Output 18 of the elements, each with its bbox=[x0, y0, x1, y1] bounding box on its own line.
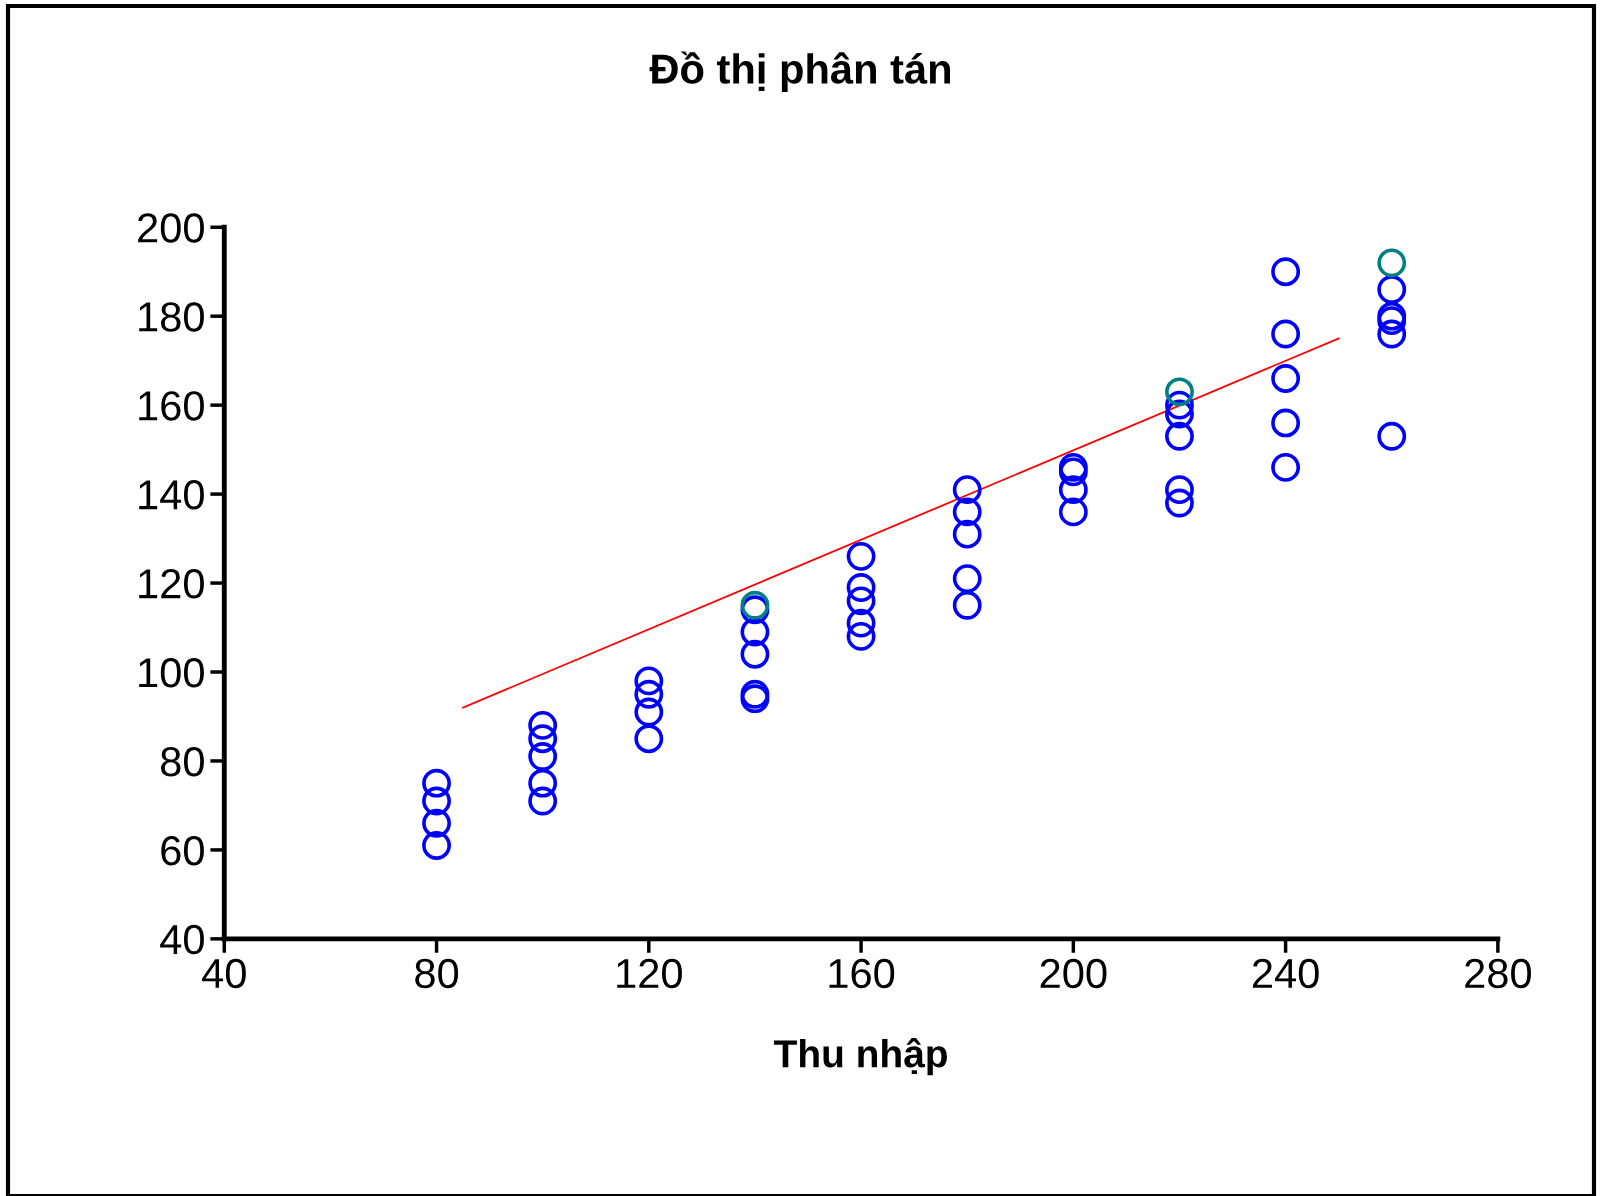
x-tick-label: 280 bbox=[1465, 958, 1531, 989]
x-tick-label: 120 bbox=[617, 958, 682, 989]
y-tick-label: 40 bbox=[160, 924, 204, 955]
x-tick-label: 40 bbox=[202, 958, 246, 989]
x-tick-label: 80 bbox=[415, 958, 459, 989]
y-tick-label: 80 bbox=[161, 746, 204, 777]
x-tick-label: 200 bbox=[1040, 958, 1107, 989]
x-tick-label: 240 bbox=[1252, 958, 1319, 989]
y-tick-label: 180 bbox=[139, 302, 204, 332]
x-tick-label: 160 bbox=[829, 958, 895, 989]
y-tick-label: 140 bbox=[139, 480, 204, 510]
y-tick-label: 60 bbox=[161, 835, 204, 866]
y-tick-label: 100 bbox=[139, 658, 204, 688]
y-tick-label: 200 bbox=[138, 213, 204, 243]
y-tick-label: 120 bbox=[139, 569, 204, 599]
chart-title: Đồ thị phân tán bbox=[649, 51, 951, 93]
y-tick-label: 160 bbox=[139, 391, 204, 421]
x-axis-title: Thu nhập bbox=[774, 1038, 947, 1076]
